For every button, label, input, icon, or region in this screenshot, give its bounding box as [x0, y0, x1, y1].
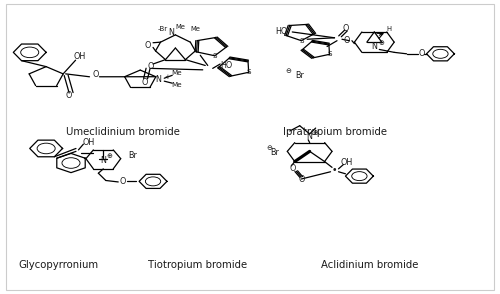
- Text: Tiotropium bromide: Tiotropium bromide: [148, 260, 248, 270]
- Text: Umeclidinium bromide: Umeclidinium bromide: [66, 127, 180, 137]
- Text: O: O: [418, 49, 424, 58]
- Text: Glycopyrronium: Glycopyrronium: [18, 260, 98, 270]
- Text: O: O: [343, 24, 349, 33]
- Text: ⊕: ⊕: [107, 153, 112, 159]
- Text: O: O: [298, 176, 304, 184]
- Text: Me: Me: [190, 26, 200, 32]
- Text: O: O: [145, 41, 152, 50]
- Text: ⊖: ⊖: [286, 68, 291, 74]
- Text: O: O: [289, 164, 296, 173]
- Text: N: N: [372, 42, 377, 51]
- Text: Aclidinium bromide: Aclidinium bromide: [320, 260, 418, 270]
- Text: Me: Me: [176, 24, 186, 30]
- Text: S: S: [212, 53, 217, 59]
- Text: •: •: [332, 165, 338, 175]
- Text: ⊖: ⊖: [266, 146, 272, 151]
- Text: O: O: [119, 177, 126, 186]
- Text: O: O: [92, 70, 98, 79]
- Text: Me: Me: [171, 82, 181, 88]
- Text: O: O: [66, 91, 72, 100]
- Text: HO: HO: [220, 61, 232, 70]
- Text: Me: Me: [171, 70, 181, 76]
- Text: S: S: [246, 69, 251, 75]
- Text: S: S: [299, 38, 304, 44]
- Text: Br: Br: [295, 71, 304, 80]
- Text: O: O: [344, 36, 350, 45]
- Text: H: H: [386, 26, 392, 32]
- Text: O: O: [148, 61, 154, 71]
- Text: OH: OH: [74, 52, 86, 61]
- Text: OH: OH: [341, 158, 353, 167]
- Text: O: O: [142, 78, 148, 87]
- Text: HO: HO: [275, 27, 287, 36]
- Text: N: N: [306, 132, 312, 141]
- Text: ⊕: ⊕: [312, 130, 318, 136]
- Text: Br: Br: [128, 151, 137, 160]
- Text: N: N: [100, 156, 106, 165]
- Text: Ipratropium bromide: Ipratropium bromide: [282, 127, 387, 137]
- Text: -Br: -Br: [158, 26, 168, 32]
- Text: S: S: [327, 51, 332, 57]
- Text: Br: Br: [270, 148, 280, 157]
- Text: N: N: [168, 28, 174, 37]
- Text: OH: OH: [82, 138, 94, 147]
- Text: +: +: [164, 74, 170, 80]
- Text: ⊕: ⊕: [378, 40, 384, 46]
- Text: N: N: [156, 75, 161, 84]
